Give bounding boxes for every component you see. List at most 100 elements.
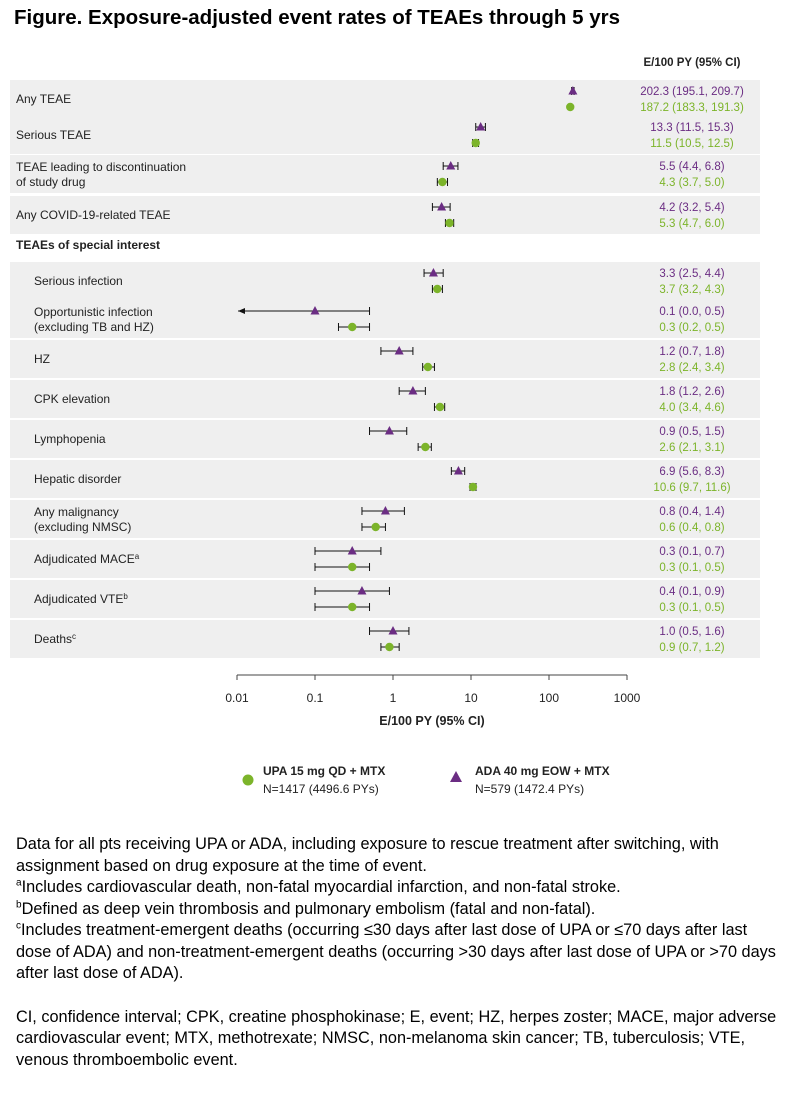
legend-upa-n: N=1417 (4496.6 PYs) xyxy=(263,782,379,796)
ada-point xyxy=(384,426,394,435)
row-label: Opportunistic infection xyxy=(34,305,153,319)
upa-value: 3.7 (3.2, 4.3) xyxy=(659,284,724,296)
legend-ada-n: N=579 (1472.4 PYs) xyxy=(475,782,584,796)
legend-upa-marker xyxy=(242,774,254,786)
x-axis-title: E/100 PY (95% CI) xyxy=(379,714,484,728)
ada-point xyxy=(453,466,463,475)
ada-point xyxy=(428,268,438,277)
row-band xyxy=(10,155,760,193)
footnote-b: bDefined as deep vein thrombosis and pul… xyxy=(16,899,786,921)
row-band xyxy=(10,620,760,658)
upa-value: 4.0 (3.4, 4.6) xyxy=(659,402,724,414)
ada-value: 1.2 (0.7, 1.8) xyxy=(659,346,724,358)
footnote-a-text: Includes cardiovascular death, non-fatal… xyxy=(21,878,621,896)
x-tick-label: 1 xyxy=(390,691,397,705)
footnote-a-marker: a xyxy=(16,877,22,889)
row-label: Hepatic disorder xyxy=(34,472,121,486)
ada-value: 4.2 (3.2, 5.4) xyxy=(659,202,724,214)
ada-point xyxy=(380,506,390,515)
row-label: Deathsc xyxy=(34,632,76,647)
upa-point xyxy=(438,177,447,187)
ada-point xyxy=(310,306,320,315)
footnote-intro: Data for all pts receiving UPA or ADA, i… xyxy=(16,835,719,875)
row-band xyxy=(10,300,760,338)
row-label: CPK elevation xyxy=(34,392,110,406)
row-label-line2: of study drug xyxy=(16,175,85,189)
ada-value: 5.5 (4.4, 6.8) xyxy=(659,161,724,173)
forest-plot: E/100 PY (95% CI) TEAEs of special intere… xyxy=(10,57,760,796)
upa-value: 0.6 (0.4, 0.8) xyxy=(659,522,724,534)
upa-value: 2.6 (2.1, 3.1) xyxy=(659,442,724,454)
ada-value: 0.1 (0.0, 0.5) xyxy=(659,306,724,318)
row-label: Adjudicated VTEb xyxy=(34,592,128,607)
upa-value: 2.8 (2.4, 3.4) xyxy=(659,362,724,374)
upa-value: 187.2 (183.3, 191.3) xyxy=(640,102,744,114)
ada-value: 0.9 (0.5, 1.5) xyxy=(659,426,724,438)
upa-point xyxy=(421,442,430,452)
row-band xyxy=(10,540,760,578)
upa-value: 0.3 (0.1, 0.5) xyxy=(659,562,724,574)
upa-point xyxy=(385,642,394,652)
upa-point xyxy=(445,218,454,228)
ada-value: 0.8 (0.4, 1.4) xyxy=(659,506,724,518)
upa-point xyxy=(435,402,445,412)
ada-point xyxy=(357,586,367,595)
row-label: HZ xyxy=(34,352,50,366)
upa-value: 5.3 (4.7, 6.0) xyxy=(659,218,724,230)
ada-point xyxy=(446,161,456,170)
ada-value: 1.0 (0.5, 1.6) xyxy=(659,626,724,638)
upa-value: 0.9 (0.7, 1.2) xyxy=(659,642,724,654)
upa-value: 10.6 (9.7, 11.6) xyxy=(653,482,730,494)
footnote-b-marker: b xyxy=(16,899,22,911)
abbreviations: CI, confidence interval; CPK, creatine p… xyxy=(16,1007,777,1069)
x-tick-label: 1000 xyxy=(614,691,641,705)
section-label: TEAEs of special interest xyxy=(16,238,160,252)
row-label: Serious infection xyxy=(34,274,123,288)
row-band xyxy=(10,420,760,458)
upa-point xyxy=(566,102,575,112)
x-tick-label: 100 xyxy=(539,691,559,705)
upa-point xyxy=(433,284,442,294)
ada-value: 3.3 (2.5, 4.4) xyxy=(659,268,724,280)
ada-value: 202.3 (195.1, 209.7) xyxy=(640,86,744,98)
row-label: Any TEAE xyxy=(16,92,71,106)
ada-value: 13.3 (11.5, 15.3) xyxy=(650,122,734,134)
row-label-line2: (excluding TB and HZ) xyxy=(34,320,154,334)
row-band xyxy=(10,460,760,498)
footnote-b-text: Defined as deep vein thrombosis and pulm… xyxy=(21,899,596,918)
upa-point xyxy=(348,602,357,612)
row-band xyxy=(10,340,760,378)
row-label: TEAE leading to discontinuation xyxy=(16,160,186,174)
ada-point xyxy=(388,626,398,635)
ada-value: 0.4 (0.1, 0.9) xyxy=(659,586,724,598)
row-band xyxy=(10,500,760,538)
row-band xyxy=(10,380,760,418)
legend-upa-label: UPA 15 mg QD + MTX xyxy=(263,764,385,778)
upa-point xyxy=(348,322,357,332)
row-label-footnote-marker: b xyxy=(123,592,128,601)
x-tick-label: 0.1 xyxy=(307,691,324,705)
row-band xyxy=(10,80,760,118)
ada-ci-arrow xyxy=(238,308,245,314)
footnote-a: aIncludes cardiovascular death, non-fata… xyxy=(16,877,786,899)
row-label: Lymphopenia xyxy=(34,432,106,446)
row-label-footnote-marker: c xyxy=(72,632,76,641)
x-tick-label: 0.01 xyxy=(225,691,249,705)
ada-point xyxy=(476,122,486,131)
upa-value: 0.3 (0.2, 0.5) xyxy=(659,322,724,334)
ada-value: 0.3 (0.1, 0.7) xyxy=(659,546,724,558)
footnote-c: cIncludes treatment-emergent deaths (occ… xyxy=(16,920,786,985)
upa-point xyxy=(423,362,433,372)
ada-point xyxy=(394,346,404,355)
ada-point xyxy=(408,386,418,395)
row-label: Any malignancy xyxy=(34,505,119,519)
upa-value: 11.5 (10.5, 12.5) xyxy=(650,138,734,150)
upa-point xyxy=(471,138,480,148)
row-label-line2: (excluding NMSC) xyxy=(34,520,131,534)
footnote-c-text: Includes treatment-emergent deaths (occu… xyxy=(16,921,776,982)
row-band xyxy=(10,262,760,300)
legend-ada-marker xyxy=(450,771,462,782)
legend-ada-label: ADA 40 mg EOW + MTX xyxy=(475,764,610,778)
column-header: E/100 PY (95% CI) xyxy=(644,57,741,69)
ada-point xyxy=(568,86,578,95)
